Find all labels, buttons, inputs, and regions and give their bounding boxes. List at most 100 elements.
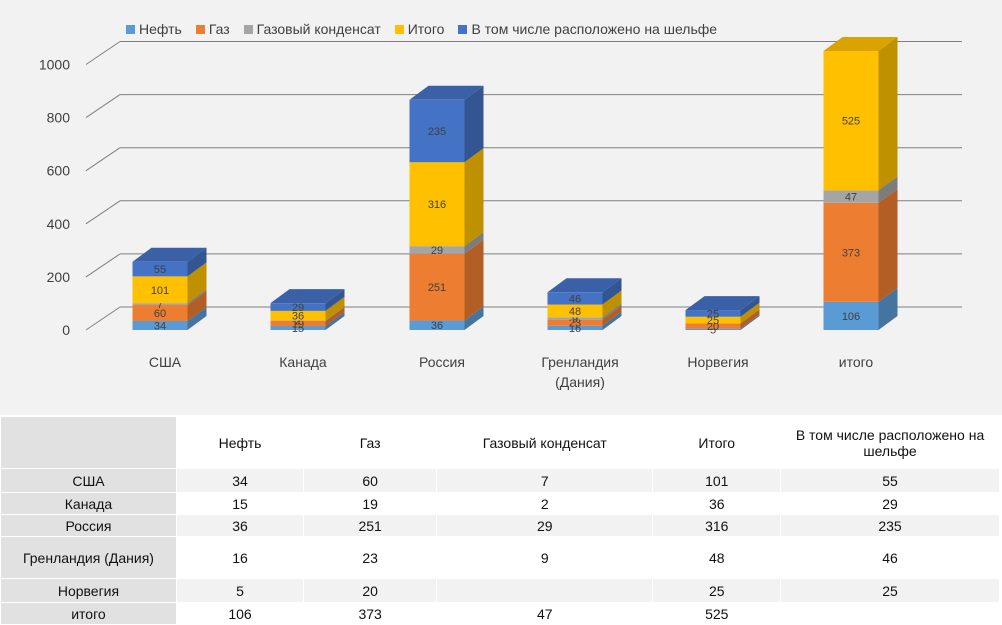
bar-segment: [823, 202, 879, 302]
table-cell: 29: [780, 492, 1000, 515]
table-row: итого 106 373 47 525: [0, 602, 1000, 625]
data-label: 525: [842, 116, 860, 128]
data-label: 373: [842, 247, 860, 259]
bar-side: [878, 36, 898, 191]
table-row: Россия 36 251 29 316 235: [0, 514, 1000, 537]
table-cell: 60: [303, 468, 438, 493]
table-cell: 525: [652, 602, 782, 625]
bar-side: [464, 85, 484, 163]
table-row-label: США: [0, 468, 177, 493]
bar-segment: [270, 320, 326, 327]
bar-side: [187, 306, 207, 330]
table-cell: 25: [780, 578, 1000, 603]
table-cell: 25: [652, 578, 782, 603]
gridline-diag: [85, 94, 121, 119]
bar-segment: [823, 190, 879, 203]
table-cell: 55: [780, 468, 1000, 493]
table-cell: 48: [652, 536, 782, 579]
y-tick-label: 800: [47, 110, 71, 126]
table-row: Норвегия 5 20 25 25: [0, 578, 1000, 603]
table-cell: 20: [303, 578, 438, 603]
bar-side: [602, 311, 622, 330]
gridline-diag: [85, 41, 121, 65]
bar-segment: [685, 328, 741, 330]
bar-segment: [270, 320, 326, 321]
bar-segment: [685, 323, 741, 329]
bar-side: [187, 262, 207, 304]
bar-side: [187, 291, 207, 321]
legend-swatch: [394, 24, 404, 34]
x-tick-label: Россия: [419, 354, 465, 370]
data-label: 29: [431, 245, 443, 257]
bar-segment: [409, 320, 465, 330]
bar-segment: [823, 50, 879, 191]
legend-label: Газ: [208, 21, 230, 37]
data-label: 48: [569, 306, 581, 318]
bar-segment: [132, 303, 188, 306]
bar-side: [325, 306, 345, 321]
bar-side: [602, 303, 622, 320]
bar-segment: [270, 310, 326, 321]
x-tick-label: Гренландия: [541, 354, 618, 370]
bar-side: [602, 290, 622, 318]
table-cell: [780, 602, 1000, 625]
legend-swatch: [126, 24, 135, 34]
data-label: 235: [428, 126, 446, 138]
legend-label: Итого: [407, 21, 445, 37]
bar-side: [740, 314, 760, 330]
y-tick-label: 600: [47, 163, 71, 179]
table-cell: 373: [303, 602, 438, 625]
table-cell: 34: [175, 468, 305, 493]
data-label: 34: [154, 320, 166, 332]
bar-side: [464, 148, 484, 247]
table-cell: 101: [652, 468, 782, 493]
legend-item: В том числе расположено на шельфе: [458, 21, 717, 37]
bar-segment: [270, 326, 326, 330]
data-label: 60: [154, 308, 166, 320]
bar-segment: [685, 310, 741, 317]
table-row-label: Канада: [0, 492, 177, 515]
data-label: 251: [428, 282, 446, 294]
table-header-cell: Газовый конденсат: [436, 416, 654, 469]
y-tick-label: 1000: [39, 57, 70, 73]
data-label: 5: [710, 324, 716, 336]
bar-segment: [132, 276, 188, 304]
x-tick-label: Канада: [279, 354, 327, 370]
table-cell: 251: [303, 514, 438, 537]
x-tick-label: США: [149, 354, 182, 370]
data-label: 20: [707, 321, 719, 333]
table-cell: 47: [436, 602, 654, 625]
gridline-diag: [85, 306, 121, 331]
table-row-label: Норвегия: [0, 578, 177, 603]
bar-side: [740, 296, 760, 317]
legend-swatch: [458, 24, 468, 34]
table-cell: 7: [436, 468, 654, 493]
table-cell: 29: [436, 514, 654, 537]
bar-top: [547, 278, 622, 293]
legend-label: Нефть: [139, 21, 182, 37]
bar-segment: [132, 305, 188, 321]
y-tick-label: 400: [47, 216, 71, 232]
bar-side: [464, 306, 484, 330]
table-cell: 235: [780, 514, 1000, 537]
bar-top: [409, 85, 484, 100]
legend-label: Газовый конденсат: [256, 21, 381, 37]
chart-legend: Нефть Газ Газовый конденсат Итого В том числ…: [126, 21, 717, 37]
bar-segment: [132, 320, 188, 330]
table-row: США 34 60 7 101 55: [0, 468, 1000, 493]
table-row-label: Россия: [0, 514, 177, 537]
data-label: 316: [428, 199, 446, 211]
gridline-diag: [85, 147, 121, 172]
legend-item: Нефть: [126, 21, 182, 37]
table-cell: 316: [652, 514, 782, 537]
data-label: 101: [151, 285, 169, 297]
data-label: 16: [569, 323, 581, 335]
table-cell: 46: [780, 536, 1000, 579]
gridline-diag: [85, 200, 121, 225]
table-cell: 23: [303, 536, 438, 579]
gridline-diag: [85, 253, 121, 278]
data-label: 36: [292, 311, 304, 323]
chart-area: 0 200 400 600 800 1000 34 60 7 101 55 США 15 19 2 36 29 К…: [0, 0, 1002, 415]
bar-side: [325, 312, 345, 330]
data-label: 55: [154, 264, 166, 276]
